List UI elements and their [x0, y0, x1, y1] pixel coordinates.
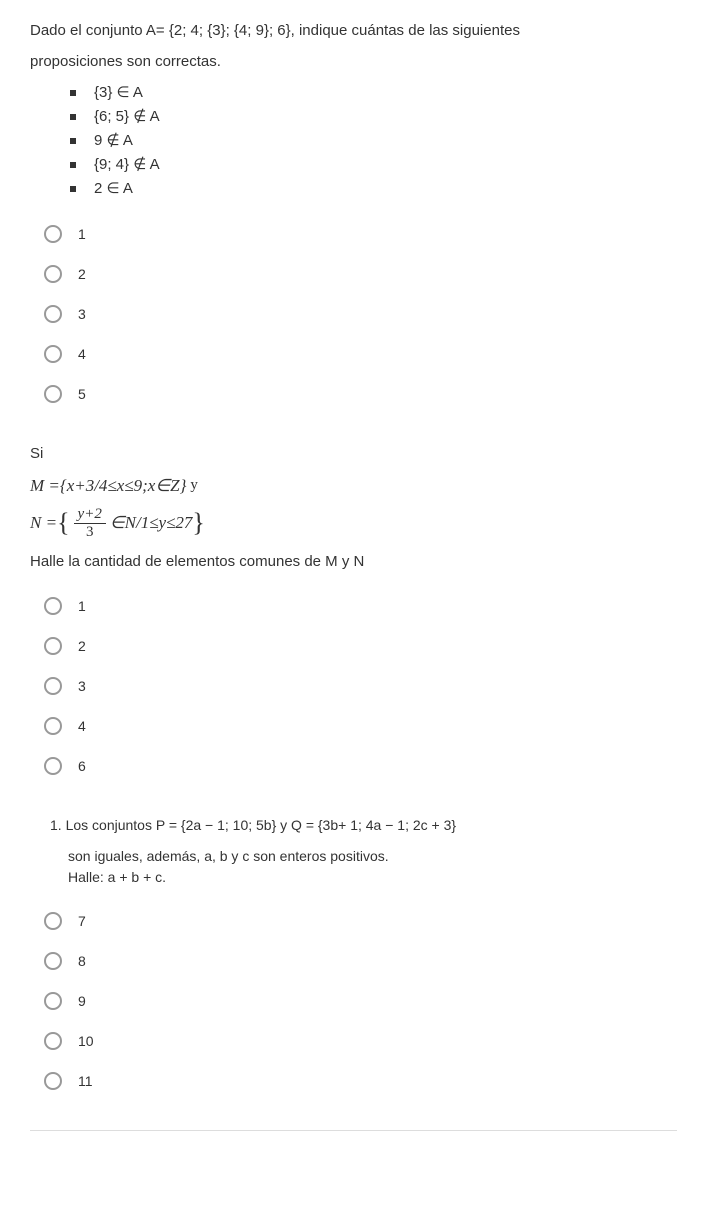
q2-option-1[interactable]: 1	[44, 597, 677, 615]
option-label: 4	[78, 718, 86, 734]
radio-icon	[44, 637, 62, 655]
bullet-item: {3} ∈ A	[70, 81, 677, 105]
q2-option-3[interactable]: 3	[44, 677, 677, 695]
option-label: 7	[78, 913, 86, 929]
bullet-text: 2 ∈ A	[94, 177, 133, 201]
fraction-denominator: 3	[82, 524, 98, 541]
radio-icon	[44, 912, 62, 930]
q3-options: 7 8 9 10 11	[44, 912, 677, 1090]
radio-icon	[44, 952, 62, 970]
q1-option-2[interactable]: 2	[44, 265, 677, 283]
radio-icon	[44, 677, 62, 695]
radio-icon	[44, 717, 62, 735]
set-n-condition: ∈N/1≤y≤27	[110, 513, 193, 533]
q2-option-2[interactable]: 2	[44, 637, 677, 655]
q2-set-m: M = {x+3/4≤x≤9;x∈Z} y	[30, 476, 677, 496]
q3-line2: son iguales, además, a, b y c son entero…	[68, 846, 677, 867]
q2-options: 1 2 3 4 6	[44, 597, 677, 775]
q2-si: Si	[30, 443, 677, 466]
bullet-marker-icon	[70, 114, 76, 120]
radio-icon	[44, 265, 62, 283]
bullet-item: {9; 4} ∉ A	[70, 153, 677, 177]
radio-icon	[44, 597, 62, 615]
radio-icon	[44, 1032, 62, 1050]
q1-option-3[interactable]: 3	[44, 305, 677, 323]
option-label: 3	[78, 306, 86, 322]
option-label: 3	[78, 678, 86, 694]
q1-text-line1: Dado el conjunto A= {2; 4; {3}; {4; 9}; …	[30, 20, 677, 43]
q3-line3: Halle: a + b + c.	[68, 867, 677, 888]
option-label: 4	[78, 346, 86, 362]
q3-option-7[interactable]: 7	[44, 912, 677, 930]
q1-option-1[interactable]: 1	[44, 225, 677, 243]
q1-option-5[interactable]: 5	[44, 385, 677, 403]
bullet-item: 2 ∈ A	[70, 177, 677, 201]
option-label: 11	[78, 1073, 93, 1089]
radio-icon	[44, 305, 62, 323]
fraction-numerator: y+2	[74, 506, 106, 524]
radio-icon	[44, 385, 62, 403]
option-label: 6	[78, 758, 86, 774]
brace-left-icon: {	[57, 508, 69, 538]
q3-option-9[interactable]: 9	[44, 992, 677, 1010]
q2-set-n: N = { y+2 3 ∈N/1≤y≤27 }	[30, 506, 677, 541]
option-label: 8	[78, 953, 86, 969]
set-m-body: {x+3/4≤x≤9;x∈Z}	[60, 476, 187, 496]
bullet-marker-icon	[70, 90, 76, 96]
q1-bullet-list: {3} ∈ A {6; 5} ∉ A 9 ∉ A {9; 4} ∉ A 2 ∈ …	[70, 81, 677, 201]
bullet-marker-icon	[70, 186, 76, 192]
option-label: 1	[78, 226, 86, 242]
option-label: 1	[78, 598, 86, 614]
bullet-marker-icon	[70, 138, 76, 144]
q1-option-4[interactable]: 4	[44, 345, 677, 363]
radio-icon	[44, 225, 62, 243]
set-m-prefix: M =	[30, 476, 60, 496]
fraction: y+2 3	[74, 506, 106, 541]
radio-icon	[44, 345, 62, 363]
question-2-block: Si M = {x+3/4≤x≤9;x∈Z} y N = { y+2 3 ∈N/…	[30, 443, 677, 775]
q3-option-11[interactable]: 11	[44, 1072, 677, 1090]
divider-line	[30, 1130, 677, 1131]
question-3-block: 1. Los conjuntos P = {2a − 1; 10; 5b} y …	[30, 815, 677, 1090]
bullet-marker-icon	[70, 162, 76, 168]
q2-halle: Halle la cantidad de elementos comunes d…	[30, 551, 677, 574]
q3-line1: 1. Los conjuntos P = {2a − 1; 10; 5b} y …	[50, 815, 677, 836]
radio-icon	[44, 1072, 62, 1090]
option-label: 10	[78, 1033, 94, 1049]
q1-options: 1 2 3 4 5	[44, 225, 677, 403]
q1-text-line2: proposiciones son correctas.	[30, 51, 677, 74]
radio-icon	[44, 992, 62, 1010]
option-label: 2	[78, 266, 86, 282]
brace-right-icon: }	[192, 508, 204, 538]
option-label: 2	[78, 638, 86, 654]
radio-icon	[44, 757, 62, 775]
bullet-text: {9; 4} ∉ A	[94, 153, 160, 177]
bullet-text: {6; 5} ∉ A	[94, 105, 160, 129]
q2-option-6[interactable]: 6	[44, 757, 677, 775]
bullet-item: 9 ∉ A	[70, 129, 677, 153]
set-n-prefix: N =	[30, 513, 57, 533]
question-1-block: Dado el conjunto A= {2; 4; {3}; {4; 9}; …	[30, 20, 677, 403]
option-label: 5	[78, 386, 86, 402]
bullet-text: 9 ∉ A	[94, 129, 133, 153]
q2-option-4[interactable]: 4	[44, 717, 677, 735]
y-connector: y	[190, 477, 198, 494]
bullet-item: {6; 5} ∉ A	[70, 105, 677, 129]
q3-option-8[interactable]: 8	[44, 952, 677, 970]
option-label: 9	[78, 993, 86, 1009]
q3-option-10[interactable]: 10	[44, 1032, 677, 1050]
bullet-text: {3} ∈ A	[94, 81, 143, 105]
